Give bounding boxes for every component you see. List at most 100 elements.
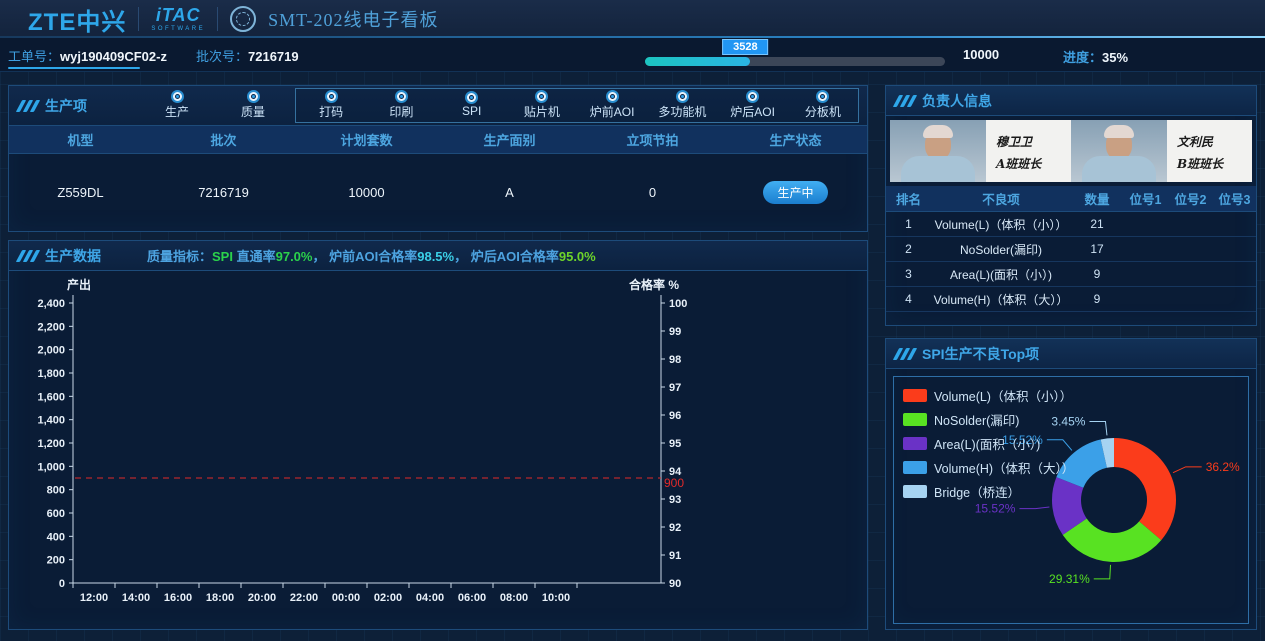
process-radio-炉前AOI[interactable]: 炉前AOI <box>577 91 647 120</box>
production-items-header: 生产项 生产 质量 打码 印刷 SPI 贴片机 炉前AOI 多功能机 炉后AOI 分板机 <box>9 86 867 126</box>
axis-label: 0 <box>59 578 65 590</box>
radio-indicator-icon <box>172 91 182 101</box>
spi-donut-container: Volume(L)（体积（小）） NoSolder(漏印) Area(L)(面积（小… <box>893 376 1249 624</box>
legend-item[interactable]: NoSolder(漏印) <box>903 410 1074 429</box>
quality-metric-segment: 炉前AOI合格率 <box>329 249 418 264</box>
defect-header-cell: 位号3 <box>1218 193 1251 207</box>
axis-label: 1,400 <box>37 415 65 427</box>
axis-label: 00:00 <box>332 592 360 604</box>
order-table-header-cell: 生产面别 <box>483 133 536 148</box>
order-table-cell: A <box>505 185 514 200</box>
cap-icon <box>1104 125 1134 138</box>
legend-swatch <box>903 389 927 402</box>
production-status-button[interactable]: 生产中 <box>763 181 828 204</box>
defect-cell: 21 <box>1090 217 1104 231</box>
order-table-cell: Z559DL <box>57 185 104 200</box>
donut-slice[interactable] <box>1056 439 1107 488</box>
header-divider <box>138 7 140 31</box>
quality-metric-segment: 直通率 <box>236 249 276 264</box>
work-order-tab[interactable]: 工单号：wyj190409CF02-z <box>8 46 167 69</box>
axis-label: 2,400 <box>37 298 65 310</box>
donut-slice[interactable] <box>1062 518 1162 562</box>
process-radio-SPI[interactable]: SPI <box>437 93 507 118</box>
legend-label: Volume(L)（体积（小）） <box>934 390 1073 404</box>
defect-cell: 1 <box>905 217 912 231</box>
order-table-header-cell: 生产状态 <box>769 133 822 148</box>
order-table-header-cell: 立项节拍 <box>626 133 679 148</box>
batch-number: 批次号：7216719 <box>196 46 299 65</box>
donut-label-line <box>1046 439 1073 451</box>
process-radio-贴片机[interactable]: 贴片机 <box>507 91 577 120</box>
process-radio-印刷[interactable]: 印刷 <box>366 91 436 120</box>
legend-label: Volume(H)（体积（大）） <box>934 462 1075 476</box>
defect-cell: 3 <box>905 267 912 281</box>
donut-slice[interactable] <box>1114 438 1176 541</box>
legend-swatch <box>903 413 927 426</box>
process-radio-打码[interactable]: 打码 <box>296 91 366 120</box>
info-bar: 工单号：wyj190409CF02-z 批次号：7216719 3528 100… <box>0 38 1265 72</box>
panel-slashes-icon <box>892 94 918 107</box>
progress-percent-value: 35% <box>1102 50 1129 65</box>
supervisor-card: 文利民 B班班长 <box>1071 120 1252 182</box>
batch-label: 批次号： <box>196 49 249 64</box>
legend-item[interactable]: Volume(L)（体积（小）） <box>903 386 1074 405</box>
donut-slice[interactable] <box>1100 438 1114 468</box>
supervisor-photo <box>1071 120 1167 182</box>
process-radio-分板机[interactable]: 分板机 <box>788 91 858 120</box>
supervisor-role: B班班长 <box>1177 156 1224 171</box>
radio-indicator-icon <box>677 91 687 101</box>
process-radio-炉后AOI[interactable]: 炉后AOI <box>718 91 788 120</box>
axis-label: 98 <box>669 354 681 366</box>
radio-label: SPI <box>461 104 482 118</box>
company-seal-icon <box>230 6 257 32</box>
supervisor-photos: 穆卫卫 A班班长 文利民 B班班长 <box>890 120 1252 182</box>
spi-defect-donut-chart[interactable]: 36.2% 29.31% 15.52% 15.52% 3.45% <box>894 377 1248 623</box>
process-radio-多功能机[interactable]: 多功能机 <box>647 91 717 120</box>
axis-label: 18:00 <box>206 592 234 604</box>
defect-header-cell: 数量 <box>1084 193 1110 207</box>
progress-track <box>645 57 945 66</box>
axis-label: 08:00 <box>500 592 528 604</box>
radio-label: 炉后AOI <box>730 104 775 119</box>
donut-label-line <box>1089 420 1108 436</box>
defect-table-body: 1 Volume(L)（体积（小）） 21 2 NoSolder(漏印) 17 3 Area(… <box>886 212 1256 312</box>
donut-slice[interactable] <box>1052 477 1087 535</box>
axis-label: 1,600 <box>37 391 65 403</box>
defect-cell: 4 <box>905 292 912 306</box>
axis-label: 90 <box>669 578 681 590</box>
page-title: SMT-202线电子看板 <box>268 10 439 30</box>
supervisor-header: 负责人信息 <box>886 86 1256 116</box>
axis-label: 02:00 <box>374 592 402 604</box>
defect-cell: Volume(H)（体积（大）） <box>933 292 1069 307</box>
process-radio-生产[interactable]: 生产 <box>139 91 215 120</box>
output-quality-line-chart[interactable]: 0 200 400 600 800 1,000 1,200 1,400 1,600 1,800 2,… <box>11 277 867 627</box>
cap-icon <box>923 125 953 138</box>
supervisor-role: A班班长 <box>996 156 1042 171</box>
donut-percent-label: 36.2% <box>1206 460 1240 474</box>
radio-label: 印刷 <box>389 104 414 119</box>
progress-tooltip: 3528 <box>722 39 769 55</box>
radio-label: 质量 <box>240 104 265 119</box>
axis-label: 产出 <box>67 277 91 292</box>
legend-item[interactable]: Bridge（桥连） <box>903 482 1074 501</box>
panel-title-text: 负责人信息 <box>922 92 992 109</box>
defect-header-cell: 位号2 <box>1174 193 1207 207</box>
quality-metric-segment: ， <box>312 249 330 264</box>
defect-cell: Volume(L)（体积（小）） <box>934 217 1068 232</box>
radio-indicator-icon <box>248 91 258 101</box>
legend-item[interactable]: Volume(H)（体积（大）） <box>903 458 1074 477</box>
donut-percent-label: 15.52% <box>1002 433 1043 447</box>
order-table-header: 机型 批次 计划套数 生产面别 立项节拍 生产状态 <box>9 126 867 154</box>
axis-label: 合格率 % <box>629 277 679 292</box>
progress-total: 10000 <box>963 47 1000 62</box>
donut-legend: Volume(L)（体积（小）） NoSolder(漏印) Area(L)(面积（小… <box>903 386 1074 501</box>
axis-label: 10:00 <box>542 592 570 604</box>
quality-metric-segment: SPI <box>212 249 237 264</box>
legend-item[interactable]: Area(L)(面积（小）) <box>903 434 1074 453</box>
panel-title-text: 生产项 <box>45 97 87 114</box>
order-table-cell: 7216719 <box>198 185 249 200</box>
donut-label-line <box>1172 466 1202 474</box>
progress-percent-label: 进度： <box>1063 50 1103 65</box>
process-radio-质量[interactable]: 质量 <box>215 91 291 120</box>
quality-metric-segment: ， <box>454 249 471 264</box>
